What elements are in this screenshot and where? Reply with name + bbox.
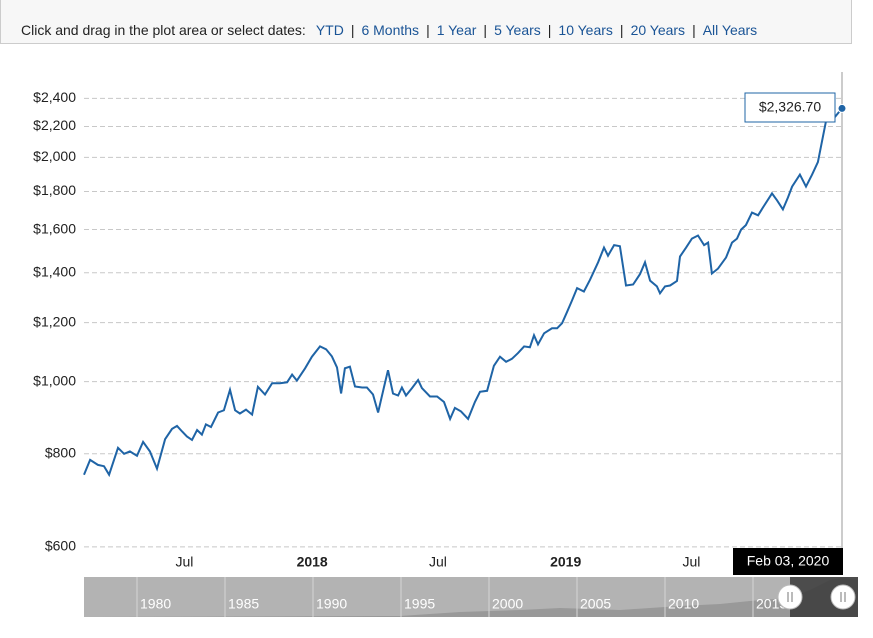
y-tick-label: $1,800 bbox=[33, 182, 76, 198]
navigator-label: 2010 bbox=[668, 596, 699, 612]
toolbar-prompt: Click and drag in the plot area or selec… bbox=[21, 22, 306, 38]
hover-point bbox=[837, 103, 847, 113]
range-link[interactable]: All Years bbox=[702, 22, 758, 38]
navigator-label: 1985 bbox=[228, 596, 259, 612]
separator: | bbox=[619, 22, 624, 38]
separator: | bbox=[692, 22, 696, 38]
y-tick-label: $2,200 bbox=[33, 117, 76, 133]
navigator-handle bbox=[777, 584, 803, 610]
y-tick-label: $1,200 bbox=[33, 313, 76, 329]
separator: | bbox=[426, 22, 430, 38]
range-link[interactable]: 10 Years bbox=[558, 22, 613, 38]
range-link[interactable]: 6 Months bbox=[361, 22, 420, 38]
range-link[interactable]: YTD bbox=[315, 22, 344, 38]
y-tick-label: $1,000 bbox=[33, 372, 76, 388]
y-tick-label: $2,400 bbox=[33, 89, 76, 105]
navigator-label: 1980 bbox=[140, 596, 171, 612]
x-tick-label: Jul bbox=[175, 554, 193, 570]
y-tick-label: $800 bbox=[45, 444, 76, 460]
separator: | bbox=[350, 22, 355, 38]
navigator-label: 1995 bbox=[404, 596, 435, 612]
value-callout-box bbox=[744, 92, 836, 123]
navigator-label: 2000 bbox=[492, 596, 523, 612]
navigator-label: 1990 bbox=[316, 596, 347, 612]
date-tooltip-box bbox=[733, 548, 843, 575]
range-link[interactable]: 5 Years bbox=[494, 22, 541, 38]
y-tick-label: $1,400 bbox=[33, 263, 76, 279]
price-line bbox=[83, 107, 843, 478]
separator: | bbox=[483, 22, 488, 38]
x-tick-label: 2018 bbox=[297, 554, 328, 570]
value-callout: $2,326.70 bbox=[759, 99, 821, 115]
toolbar: Click and drag in the plot area or selec… bbox=[0, 0, 852, 44]
x-tick-label: Jul bbox=[429, 554, 447, 570]
y-tick-label: $600 bbox=[45, 538, 76, 554]
date-tooltip: Feb 03, 2020 bbox=[747, 553, 830, 569]
range-link[interactable]: 1 Year bbox=[436, 22, 477, 38]
y-tick-label: $1,600 bbox=[33, 220, 76, 236]
x-tick-label: 2019 bbox=[550, 554, 581, 570]
separator: | bbox=[547, 22, 552, 38]
y-tick-label: $2,000 bbox=[33, 148, 76, 164]
navigator: 1980 1985 1990 1995 2000 2005 2010 2015 bbox=[84, 577, 858, 617]
navigator-label: 2005 bbox=[580, 596, 611, 612]
navigator-handle bbox=[830, 584, 856, 610]
range-link[interactable]: 20 Years bbox=[630, 22, 686, 38]
x-tick-label: Jul bbox=[682, 554, 700, 570]
